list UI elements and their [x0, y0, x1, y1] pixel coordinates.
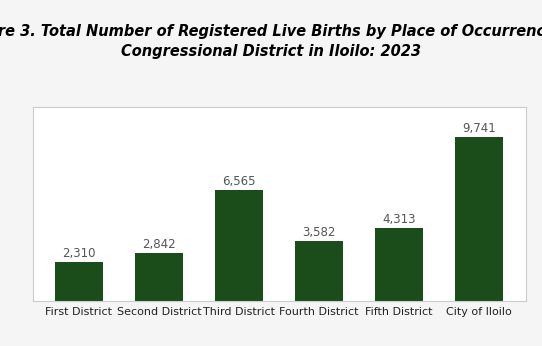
Text: 6,565: 6,565 — [222, 175, 256, 188]
Text: 2,842: 2,842 — [142, 238, 176, 251]
Text: Figure 3. Total Number of Registered Live Births by Place of Occurrence by
Congr: Figure 3. Total Number of Registered Liv… — [0, 24, 542, 59]
Bar — [215, 190, 263, 301]
Text: 9,741: 9,741 — [462, 122, 496, 135]
Bar — [295, 241, 343, 301]
Text: 3,582: 3,582 — [302, 226, 336, 239]
Bar — [135, 253, 183, 301]
Bar — [375, 228, 423, 301]
Text: 2,310: 2,310 — [62, 247, 96, 260]
Text: 4,313: 4,313 — [383, 213, 416, 226]
Bar — [455, 137, 504, 301]
Bar — [55, 262, 103, 301]
